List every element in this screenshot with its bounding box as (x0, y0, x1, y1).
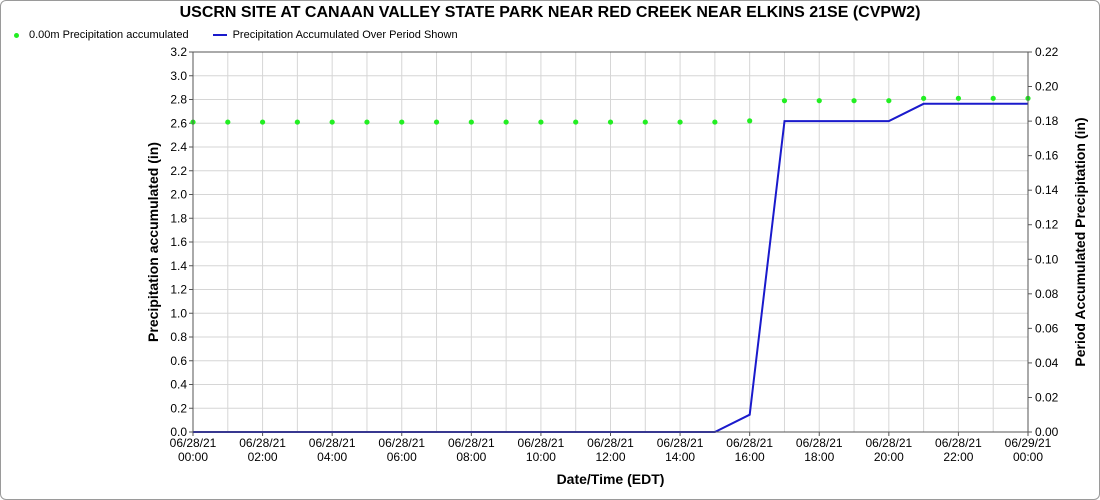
y-tick-label: 3.0 (170, 69, 187, 83)
x-tick-date: 06/28/21 (865, 436, 912, 450)
x-axis-ticks: 06/28/2100:0006/28/2102:0006/28/2104:000… (170, 432, 1052, 464)
accumulated-point (433, 119, 440, 125)
y-tick-label: 3.2 (170, 45, 187, 59)
y2-tick-label: 0.20 (1035, 80, 1059, 94)
y-tick-label: 2.0 (170, 188, 187, 202)
legend: 0.00m Precipitation accumulated Precipit… (9, 28, 482, 42)
x-tick-date: 06/28/21 (448, 436, 495, 450)
x-tick-date: 06/28/21 (726, 436, 773, 450)
accumulated-point (747, 118, 753, 124)
x-tick-time: 02:00 (248, 450, 278, 464)
y2-axis-title: Period Accumulated Precipitation (in) (1072, 117, 1088, 366)
accumulated-point (851, 98, 857, 104)
accumulated-point (259, 119, 266, 125)
y2-axis-ticks: 0.00 0.02 0.04 0.06 0.08 0.10 0.12 0.14 0.16 0.18… (1028, 45, 1059, 439)
x-tick-time: 18:00 (804, 450, 834, 464)
y2-tick-label: 0.02 (1035, 390, 1059, 404)
y-tick-label: 0.4 (170, 378, 187, 392)
y-tick-label: 1.6 (170, 235, 187, 249)
accumulated-point (538, 119, 544, 125)
series-accumulated-points (190, 95, 1031, 125)
y2-tick-label: 0.06 (1035, 321, 1059, 335)
y-tick-label: 0.6 (170, 354, 187, 368)
x-tick-time: 06:00 (387, 450, 417, 464)
accumulated-point (816, 98, 822, 104)
y-axis-ticks: 0.0 0.2 0.4 0.6 0.8 1.0 1.2 1.4 1.6 1.8 2.0 2.2 2.4 2… (170, 45, 193, 439)
x-tick-time: 16:00 (735, 450, 765, 464)
x-tick-time: 08:00 (456, 450, 486, 464)
x-tick-time: 00:00 (178, 450, 208, 464)
accumulated-point (225, 119, 231, 125)
y2-tick-label: 0.18 (1035, 114, 1059, 128)
accumulated-point (399, 119, 405, 125)
x-tick-time: 12:00 (595, 450, 625, 464)
x-tick-time: 14:00 (665, 450, 695, 464)
y2-tick-label: 0.10 (1035, 252, 1059, 266)
y-tick-label: 2.8 (170, 93, 187, 107)
legend-label-period: Precipitation Accumulated Over Period Sh… (232, 29, 458, 41)
y2-tick-label: 0.00 (1035, 425, 1059, 439)
y-tick-label: 1.0 (170, 306, 187, 320)
chart-title: USCRN SITE AT CANAAN VALLEY STATE PARK N… (179, 4, 921, 21)
accumulated-point (642, 119, 648, 125)
x-tick-date: 06/28/21 (239, 436, 286, 450)
accumulated-point (294, 119, 300, 125)
accumulated-point (677, 119, 683, 125)
y2-tick-label: 0.16 (1035, 149, 1059, 163)
legend-marker-accumulated (14, 32, 19, 38)
x-tick-date: 06/28/21 (587, 436, 634, 450)
y-axis-title: Precipitation accumulated (in) (145, 142, 161, 342)
x-tick-date: 06/28/21 (935, 436, 982, 450)
x-tick-date: 06/28/21 (796, 436, 843, 450)
legend-marker-period (212, 34, 227, 36)
y-tick-label: 0.8 (170, 330, 187, 344)
accumulated-point (886, 98, 892, 104)
grid (192, 51, 1029, 433)
x-tick-date: 06/28/21 (378, 436, 425, 450)
legend-item-accumulated: 0.00m Precipitation accumulated (9, 29, 189, 41)
y-tick-label: 0.2 (170, 401, 187, 415)
legend-label-accumulated: 0.00m Precipitation accumulated (29, 29, 189, 41)
accumulated-point (364, 119, 370, 125)
accumulated-point (607, 119, 614, 125)
legend-item-period: Precipitation Accumulated Over Period Sh… (212, 29, 458, 41)
y-tick-label: 2.6 (170, 116, 187, 130)
x-tick-date: 06/28/21 (657, 436, 704, 450)
y2-tick-label: 0.08 (1035, 287, 1059, 301)
x-tick-time: 10:00 (526, 450, 556, 464)
y-tick-label: 1.8 (170, 211, 187, 225)
x-tick-time: 00:00 (1013, 450, 1043, 464)
x-tick-date: 06/29/21 (1005, 436, 1052, 450)
x-tick-date: 06/28/21 (518, 436, 565, 450)
y-tick-label: 1.2 (170, 283, 187, 297)
accumulated-point (468, 119, 474, 125)
x-tick-time: 20:00 (874, 450, 904, 464)
accumulated-point (921, 95, 927, 101)
plot-border (192, 51, 1029, 433)
y2-tick-label: 0.12 (1035, 218, 1059, 232)
y-tick-label: 0.0 (170, 425, 187, 439)
accumulated-point (712, 119, 718, 125)
accumulated-point (955, 95, 962, 101)
accumulated-point (990, 95, 996, 101)
y-tick-label: 1.4 (170, 259, 187, 273)
y-tick-label: 2.2 (170, 164, 187, 178)
y2-tick-label: 0.22 (1035, 45, 1059, 59)
x-tick-date: 06/28/21 (309, 436, 356, 450)
y2-tick-label: 0.04 (1035, 356, 1059, 370)
accumulated-point (573, 119, 579, 125)
y2-tick-label: 0.14 (1035, 183, 1059, 197)
accumulated-point (329, 119, 335, 125)
accumulated-point (503, 119, 509, 125)
x-tick-date: 06/28/21 (170, 436, 217, 450)
x-tick-time: 04:00 (317, 450, 347, 464)
x-axis-title: Date/Time (EDT) (557, 471, 665, 487)
x-tick-time: 22:00 (943, 450, 973, 464)
accumulated-point (781, 98, 788, 104)
y-tick-label: 2.4 (170, 140, 187, 154)
